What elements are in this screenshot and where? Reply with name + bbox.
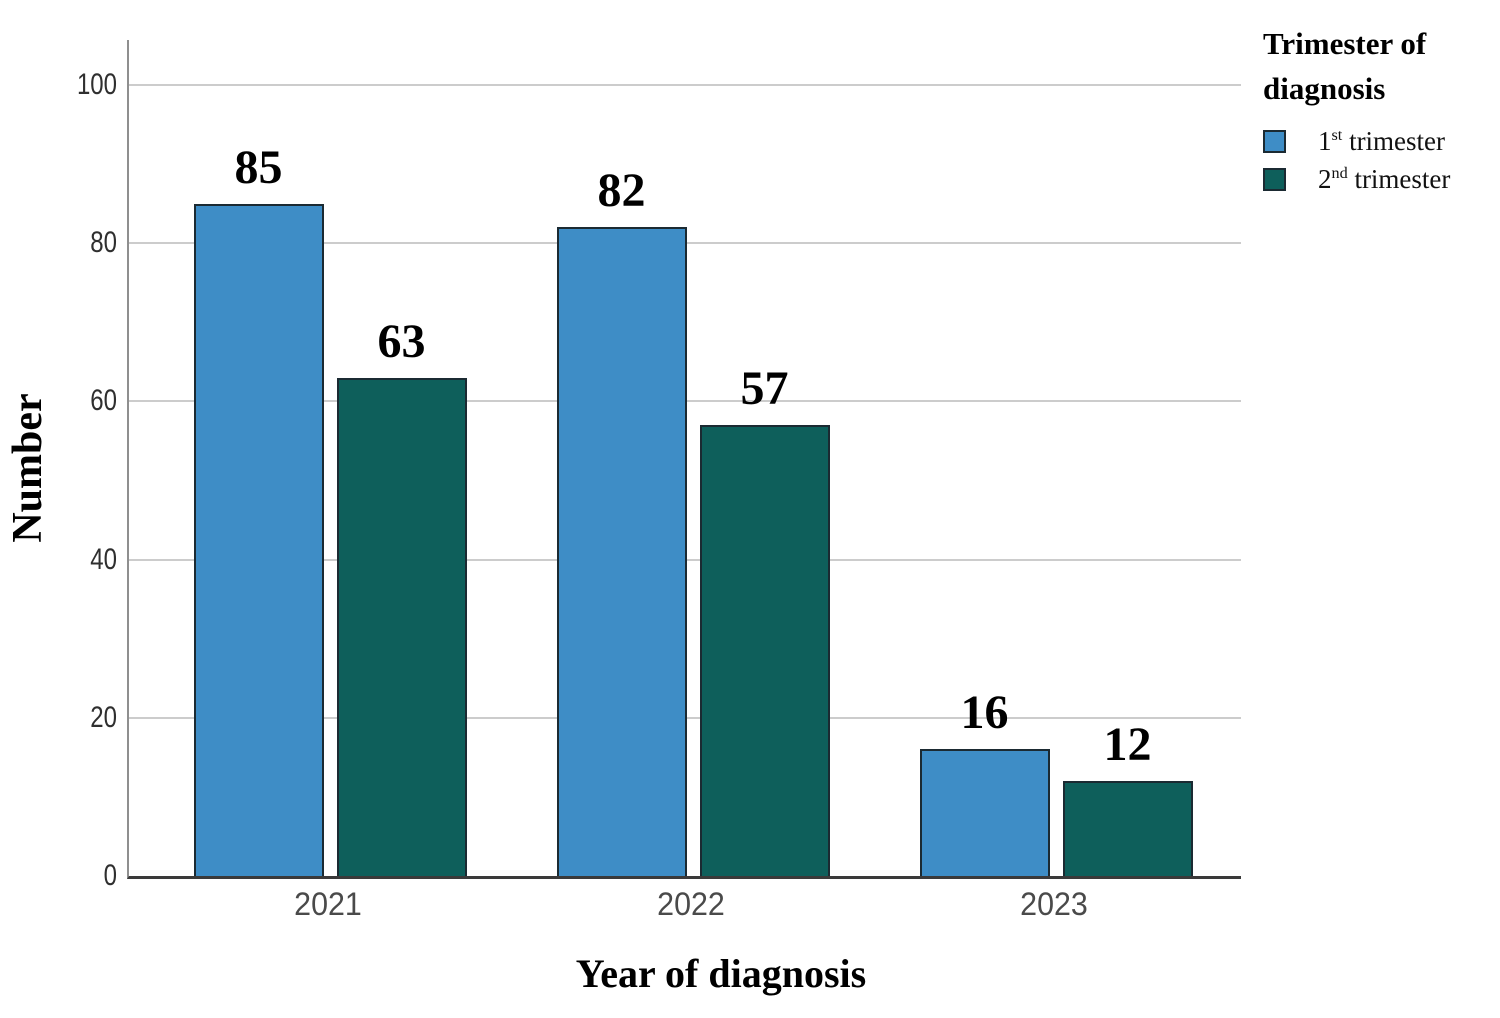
legend-swatch-1 <box>1263 130 1286 154</box>
x-tick-label-2022: 2022 <box>657 886 725 922</box>
y-tick-label-40: 40 <box>90 542 117 576</box>
legend-label-2: 2nd trimester <box>1318 163 1451 194</box>
y-tick-label-80: 80 <box>90 226 117 260</box>
legend-items: 1st trimester 2nd trimester <box>1263 125 1497 195</box>
bar-2021-series-2 <box>336 378 467 876</box>
y-tick-label-20: 20 <box>90 700 117 734</box>
legend-label-1: 1st trimester <box>1318 125 1446 156</box>
plot-area: 85 63 82 57 16 12 <box>127 40 1241 879</box>
bar-value-label-2023-series-1: 16 <box>960 686 1009 739</box>
x-axis-title: Year of diagnosis <box>575 951 867 996</box>
bar-2023-series-1 <box>919 749 1050 876</box>
x-tick-label-2021: 2021 <box>294 886 362 922</box>
bar-2023-series-2 <box>1062 781 1193 876</box>
legend-item-1: 1st trimester <box>1263 125 1497 157</box>
bar-2022-series-1 <box>556 227 687 876</box>
gridline-100 <box>129 84 1241 86</box>
bar-2021-series-1 <box>193 204 324 876</box>
legend-title: Trimester of diagnosis <box>1263 26 1427 106</box>
legend-swatch-2 <box>1263 167 1286 191</box>
x-tick-label-2023: 2023 <box>1020 886 1088 922</box>
bar-value-label-2022-series-1: 82 <box>597 164 646 217</box>
bar-2022-series-2 <box>699 425 830 876</box>
legend-item-2: 2nd trimester <box>1263 163 1497 195</box>
y-tick-label-100: 100 <box>76 68 117 101</box>
bar-value-label-2023-series-2: 12 <box>1103 718 1152 771</box>
bar-value-label-2021-series-1: 85 <box>234 141 283 194</box>
bar-value-label-2021-series-2: 63 <box>377 315 426 368</box>
bar-value-label-2022-series-2: 57 <box>740 362 789 415</box>
legend: Trimester of diagnosis 1st trimester 2nd … <box>1263 22 1497 194</box>
y-tick-label-60: 60 <box>90 384 117 418</box>
y-tick-label-0: 0 <box>103 859 117 892</box>
